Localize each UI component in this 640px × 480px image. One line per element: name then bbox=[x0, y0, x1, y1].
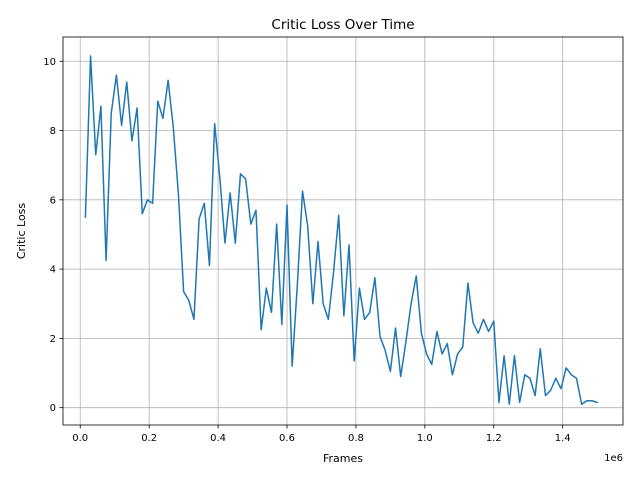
y-tick-label: 8 bbox=[50, 126, 56, 137]
y-axis: 0 2 4 6 8 10 bbox=[43, 57, 63, 414]
grid bbox=[63, 37, 623, 425]
y-tick-label: 10 bbox=[43, 57, 56, 68]
plot-frame bbox=[62, 36, 624, 426]
y-tick-label: 4 bbox=[50, 265, 56, 276]
x-tick-label: 0.4 bbox=[210, 433, 226, 444]
x-tick-label: 0.2 bbox=[141, 433, 157, 444]
y-tick-label: 6 bbox=[50, 195, 56, 206]
x-axis: 0.0 0.2 0.4 0.6 0.8 1.0 1.2 1.4 bbox=[72, 425, 571, 444]
y-tick-label: 2 bbox=[50, 334, 56, 345]
x-tick-label: 1.4 bbox=[555, 433, 571, 444]
y-tick-label: 0 bbox=[50, 403, 56, 414]
x-tick-label: 0.8 bbox=[348, 433, 364, 444]
x-tick-label: 1.2 bbox=[486, 433, 502, 444]
x-axis-offset-label: 1e6 bbox=[604, 453, 623, 464]
x-tick-label: 0.0 bbox=[72, 433, 88, 444]
chart-title: Critic Loss Over Time bbox=[271, 17, 414, 33]
series-line bbox=[84, 55, 599, 405]
x-tick-label: 1.0 bbox=[417, 433, 433, 444]
x-tick-label: 0.6 bbox=[279, 433, 295, 444]
y-axis-label: Critic Loss bbox=[15, 203, 28, 260]
x-axis-label: Frames bbox=[323, 452, 363, 465]
